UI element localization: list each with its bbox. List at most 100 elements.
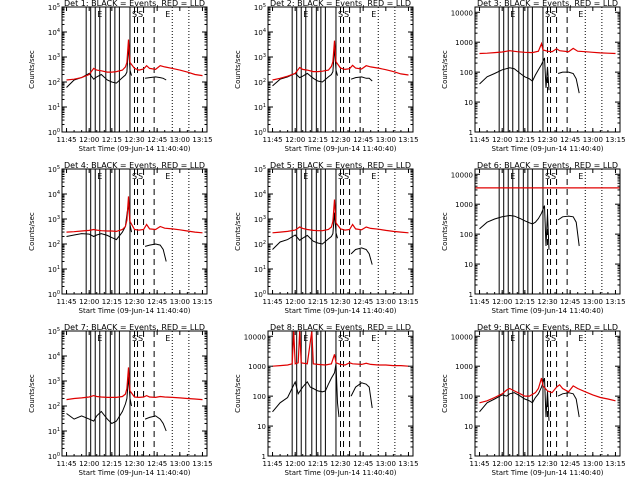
series-line-lld — [272, 199, 409, 234]
panel-det-2: Det 2: BLACK = Events, RED = LLD E S S E 11:4… — [234, 0, 419, 153]
x-tick-label: 12:30 — [330, 136, 350, 144]
y-tick-label: 101 — [48, 265, 60, 274]
y-tick-label: 1000 — [248, 363, 266, 371]
x-tick-label: 11:45 — [262, 136, 282, 144]
marker-flag-label: E — [303, 334, 308, 343]
x-tick-label: 12:15 — [308, 460, 328, 468]
x-tick-label: 13:00 — [170, 460, 190, 468]
series-line-events — [479, 57, 550, 91]
x-tick-label: 12:45 — [353, 136, 373, 144]
y-tick-label: 100 — [460, 69, 473, 77]
marker-flag-label: E — [97, 334, 102, 343]
panel-title: Det 7: BLACK = Events, RED = LLD — [64, 323, 205, 332]
series-segment-events — [350, 382, 373, 409]
x-tick-label: 12:15 — [308, 298, 328, 306]
panel-det-9: Det 9: BLACK = Events, RED = LLD E S S E 11:4… — [441, 323, 626, 477]
marker-flag-label: E — [510, 334, 515, 343]
y-tick-label: 102 — [254, 240, 266, 249]
y-tick-label: 1000 — [455, 363, 473, 371]
panel-det-6: Det 6: BLACK = Events, RED = LLD E S S E 11:4… — [441, 161, 626, 315]
x-tick-label: 12:45 — [560, 136, 580, 144]
x-tick-label: 13:00 — [376, 460, 396, 468]
series-line-events — [272, 363, 340, 418]
y-axis-label: Counts/sec — [441, 212, 449, 251]
x-tick-label: 11:45 — [56, 136, 76, 144]
x-tick-label: 13:15 — [398, 136, 418, 144]
y-tick-label: 104 — [48, 28, 60, 37]
x-tick-label: 12:45 — [560, 298, 580, 306]
series-group — [475, 187, 620, 250]
x-tick-label: 13:00 — [170, 136, 190, 144]
x-axis-label: Start Time (09-Jun-14 11:40:40) — [285, 469, 397, 477]
x-tick-label: 12:30 — [124, 136, 144, 144]
panel-det-8: Det 8: BLACK = Events, RED = LLD E S S E 11:4… — [234, 323, 419, 477]
y-tick-label: 102 — [48, 78, 60, 87]
x-tick-label: 12:30 — [330, 460, 350, 468]
series-segment-events — [557, 215, 580, 247]
x-tick-label: 12:15 — [102, 298, 122, 306]
series-line-events — [66, 376, 132, 425]
y-tick-label: 1 — [469, 129, 473, 137]
event-markers — [498, 331, 603, 456]
x-tick-label: 12:45 — [147, 460, 167, 468]
panel-det-3: Det 3: BLACK = Events, RED = LLD E S S E 11:4… — [441, 0, 626, 153]
marker-flag-label: S — [138, 334, 143, 343]
event-markers — [291, 331, 396, 456]
y-tick-label: 105 — [254, 165, 266, 174]
series-line-lld — [66, 39, 203, 81]
x-tick-label: 13:00 — [583, 460, 603, 468]
x-tick-label: 12:00 — [79, 136, 99, 144]
marker-flag-label: S — [551, 10, 556, 19]
marker-flag-label: S — [138, 172, 143, 181]
marker-flag-label: E — [578, 172, 583, 181]
marker-flag-label: E — [97, 10, 102, 19]
series-line-events — [479, 205, 550, 250]
y-tick-label: 10000 — [451, 333, 473, 341]
series-group — [272, 199, 409, 265]
panel-title: Det 8: BLACK = Events, RED = LLD — [270, 323, 411, 332]
series-group — [66, 39, 203, 88]
panel-title: Det 4: BLACK = Events, RED = LLD — [64, 161, 205, 170]
series-line-events — [66, 203, 132, 241]
y-axis-label: Counts/sec — [28, 374, 36, 413]
x-tick-label: 11:45 — [469, 460, 489, 468]
series-line-lld — [479, 41, 616, 55]
series-line-events — [272, 212, 338, 250]
series-line-lld — [272, 331, 409, 367]
series-group — [272, 331, 409, 418]
x-tick-label: 13:00 — [170, 298, 190, 306]
x-tick-label: 12:45 — [353, 460, 373, 468]
marker-flag-label: E — [371, 172, 376, 181]
x-axis-label: Start Time (09-Jun-14 11:40:40) — [492, 469, 604, 477]
x-tick-label: 12:00 — [492, 298, 512, 306]
x-tick-label: 12:30 — [330, 298, 350, 306]
series-segment-events — [557, 392, 580, 418]
y-tick-label: 10000 — [244, 333, 266, 341]
y-tick-label: 10000 — [451, 171, 473, 179]
x-tick-label: 12:30 — [537, 460, 557, 468]
marker-flag-label: E — [165, 334, 170, 343]
series-line-lld — [66, 196, 203, 234]
x-tick-label: 13:15 — [398, 298, 418, 306]
y-tick-label: 104 — [48, 190, 60, 199]
y-tick-label: 100 — [253, 393, 266, 401]
x-tick-label: 12:30 — [124, 298, 144, 306]
marker-flag-label: E — [578, 10, 583, 19]
y-tick-label: 10000 — [451, 9, 473, 17]
x-tick-label: 12:45 — [147, 298, 167, 306]
x-tick-label: 12:30 — [537, 298, 557, 306]
x-tick-label: 12:00 — [285, 298, 305, 306]
y-tick-label: 100 — [460, 231, 473, 239]
x-tick-label: 12:15 — [515, 298, 535, 306]
x-tick-label: 12:00 — [492, 460, 512, 468]
series-segment-events — [145, 76, 167, 81]
y-tick-label: 102 — [254, 78, 266, 87]
marker-flag-label: S — [344, 172, 349, 181]
y-axis-label: Counts/sec — [441, 374, 449, 413]
panel-det-5: Det 5: BLACK = Events, RED = LLD E S S E 11:4… — [234, 161, 419, 315]
y-tick-label: 102 — [48, 240, 60, 249]
series-line-events — [66, 45, 132, 88]
y-tick-label: 105 — [48, 327, 60, 336]
marker-flag-label: E — [510, 10, 515, 19]
y-tick-label: 10 — [464, 261, 473, 269]
